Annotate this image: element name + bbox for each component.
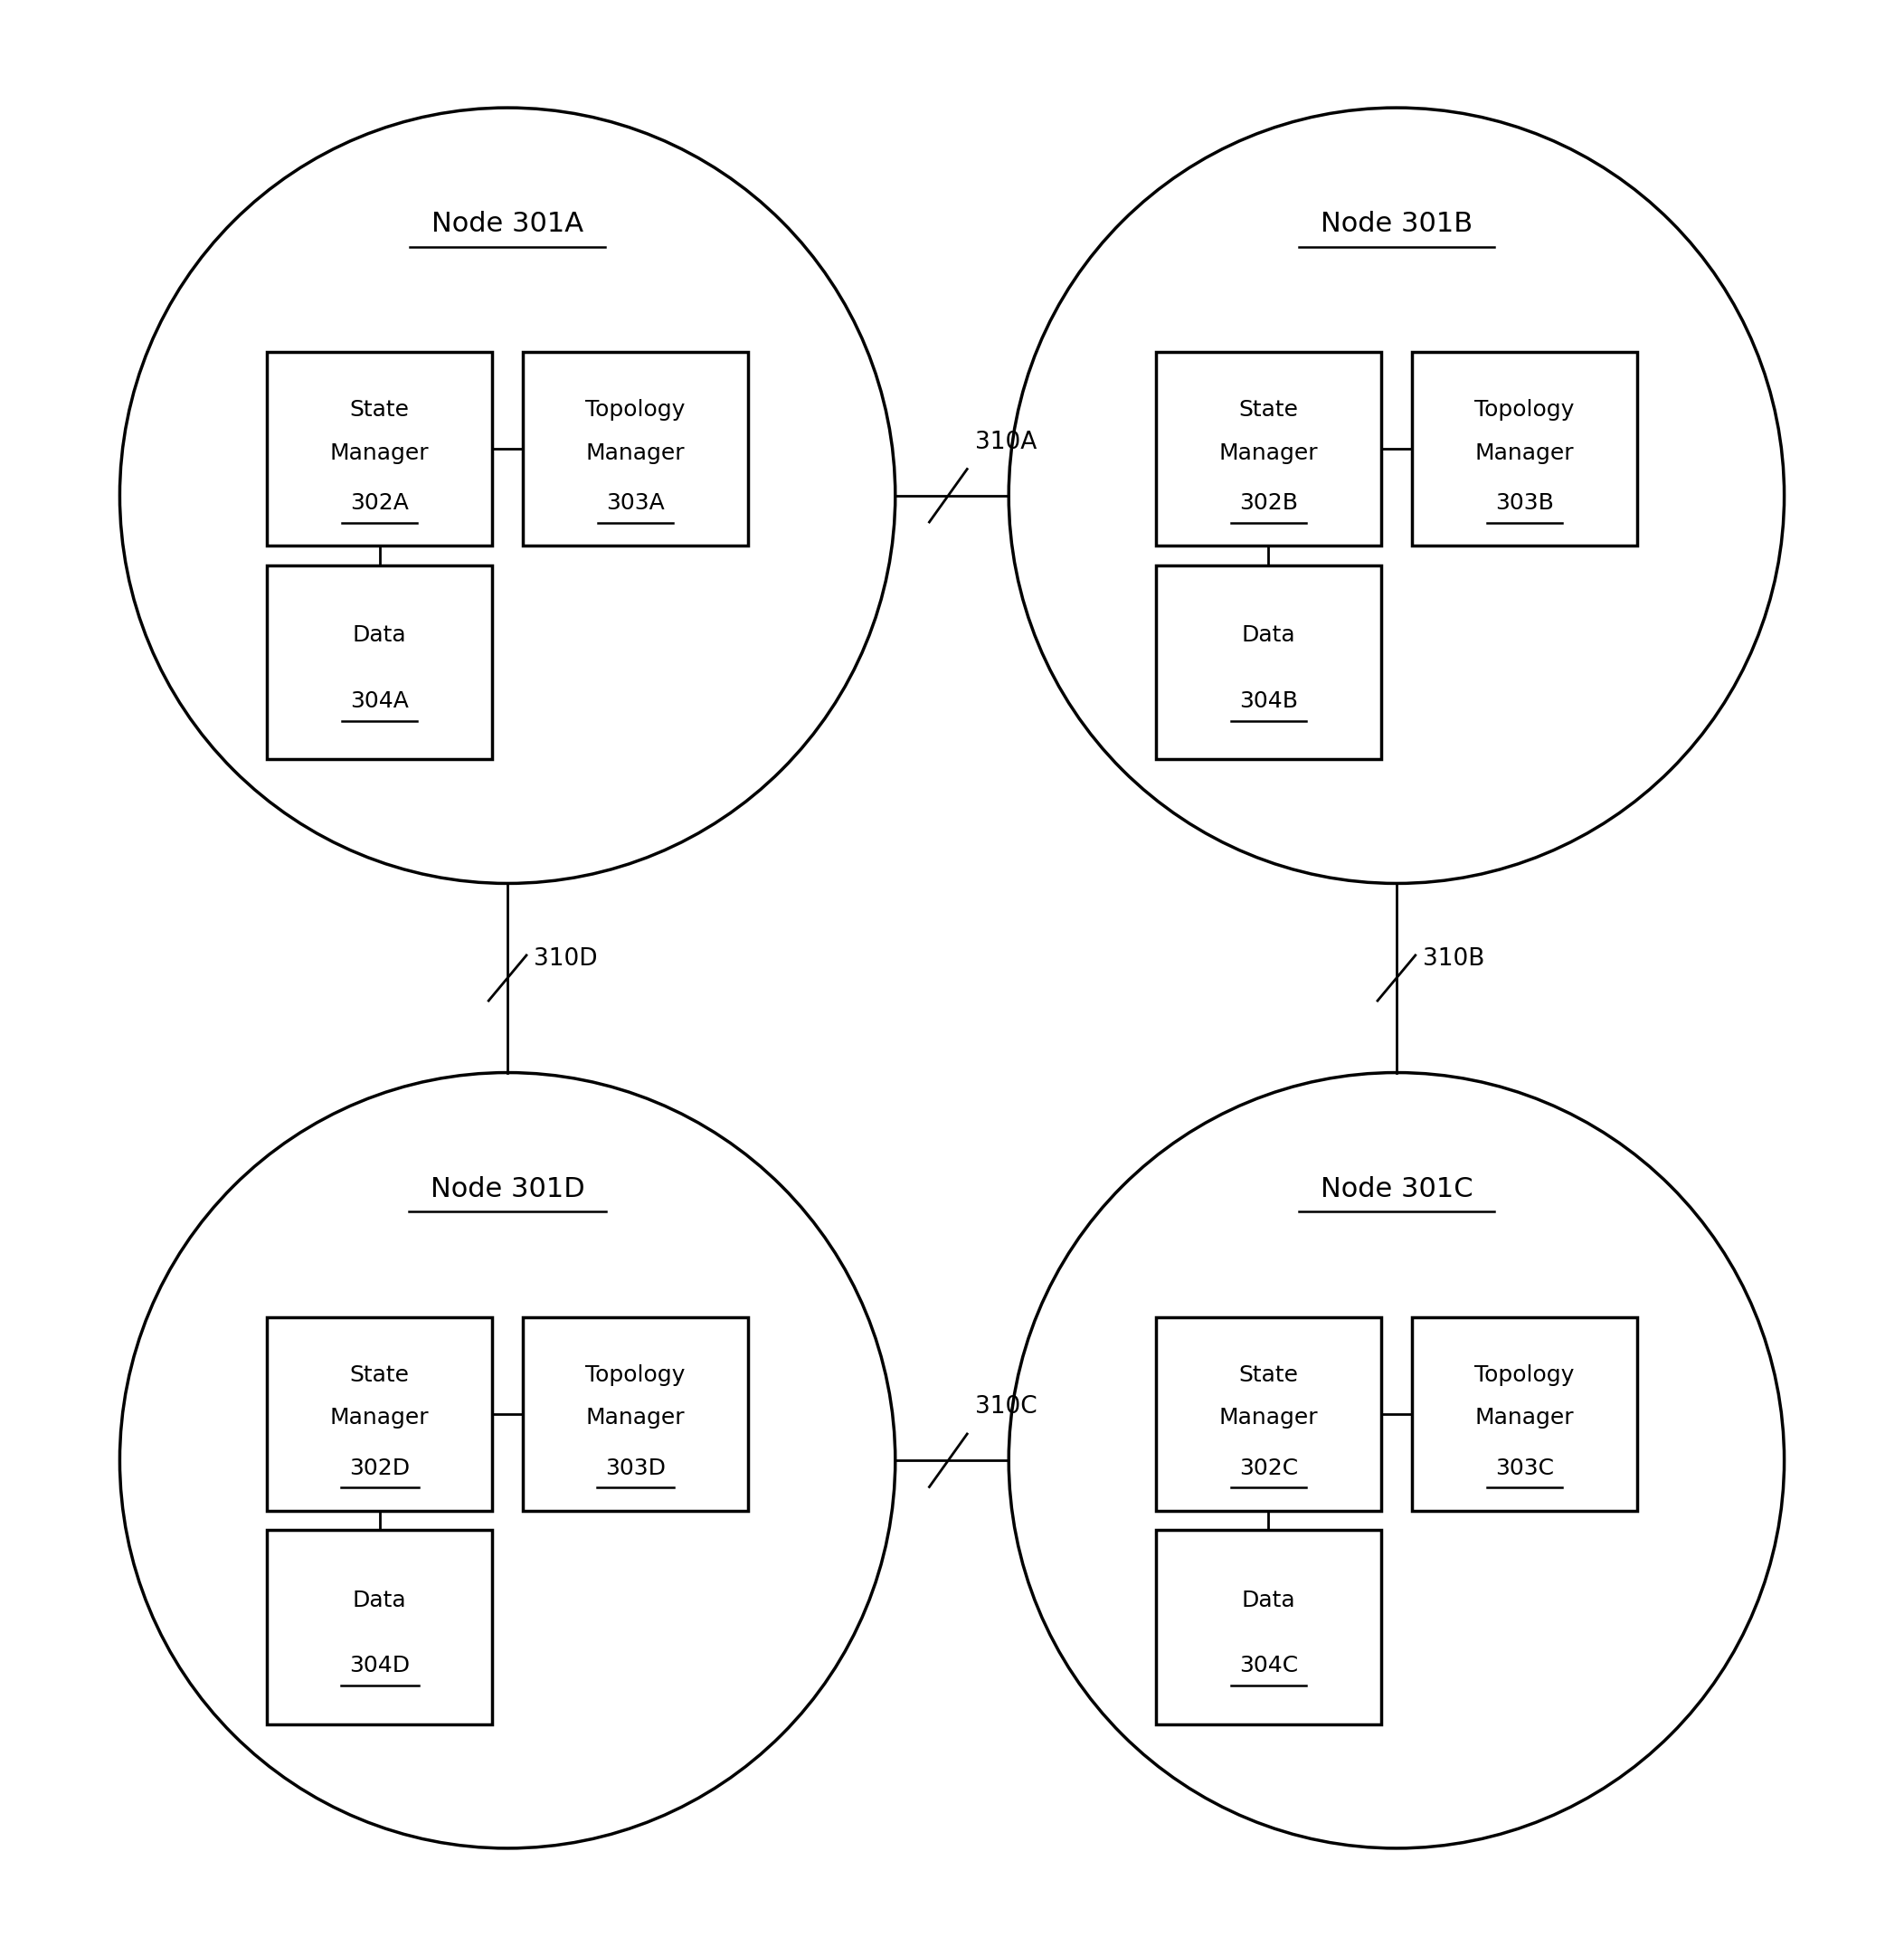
Bar — [267, 1530, 491, 1723]
Bar — [1156, 565, 1380, 759]
Text: 310D: 310D — [533, 947, 598, 970]
Bar — [267, 352, 491, 546]
Text: 304C: 304C — [1240, 1655, 1299, 1676]
Bar — [267, 565, 491, 759]
Text: Data: Data — [352, 624, 407, 645]
Text: Data: Data — [1241, 624, 1295, 645]
Text: State: State — [1240, 1363, 1299, 1387]
Bar — [1413, 1316, 1637, 1510]
Text: Manager: Manager — [329, 442, 428, 464]
Text: Topology: Topology — [586, 399, 685, 421]
Text: 304B: 304B — [1240, 690, 1299, 712]
Text: Topology: Topology — [586, 1363, 685, 1387]
Text: Manager: Manager — [1219, 442, 1318, 464]
Text: Node 301D: Node 301D — [430, 1176, 585, 1203]
Text: 304D: 304D — [348, 1655, 409, 1676]
Circle shape — [1009, 108, 1784, 884]
Text: 302D: 302D — [348, 1457, 409, 1479]
Text: Manager: Manager — [1476, 1406, 1575, 1428]
Bar — [1156, 1316, 1380, 1510]
Text: 303A: 303A — [605, 493, 664, 514]
Text: 310B: 310B — [1422, 947, 1485, 970]
Bar — [524, 352, 748, 546]
Text: 303B: 303B — [1495, 493, 1554, 514]
Text: Data: Data — [352, 1588, 407, 1612]
Text: 303C: 303C — [1495, 1457, 1554, 1479]
Text: Manager: Manager — [586, 442, 685, 464]
Text: Manager: Manager — [1219, 1406, 1318, 1428]
Bar — [1156, 352, 1380, 546]
Text: 310A: 310A — [975, 430, 1036, 454]
Text: Manager: Manager — [586, 1406, 685, 1428]
Bar — [1413, 352, 1637, 546]
Bar — [1156, 1530, 1380, 1723]
Text: Topology: Topology — [1474, 399, 1575, 421]
Text: State: State — [350, 399, 409, 421]
Text: 302C: 302C — [1240, 1457, 1299, 1479]
Text: Node 301B: Node 301B — [1321, 211, 1472, 237]
Text: 303D: 303D — [605, 1457, 666, 1479]
Circle shape — [120, 1072, 895, 1848]
Text: 304A: 304A — [350, 690, 409, 712]
Circle shape — [1009, 1072, 1784, 1848]
Bar — [267, 1316, 491, 1510]
Text: 302A: 302A — [350, 493, 409, 514]
Text: Node 301A: Node 301A — [432, 211, 583, 237]
Text: Topology: Topology — [1474, 1363, 1575, 1387]
Text: 302B: 302B — [1240, 493, 1299, 514]
Text: 310C: 310C — [975, 1395, 1038, 1418]
Circle shape — [120, 108, 895, 884]
Text: Data: Data — [1241, 1588, 1295, 1612]
Text: Manager: Manager — [1476, 442, 1575, 464]
Text: State: State — [350, 1363, 409, 1387]
Text: Node 301C: Node 301C — [1319, 1176, 1474, 1203]
Bar — [524, 1316, 748, 1510]
Text: State: State — [1240, 399, 1299, 421]
Text: Manager: Manager — [329, 1406, 428, 1428]
